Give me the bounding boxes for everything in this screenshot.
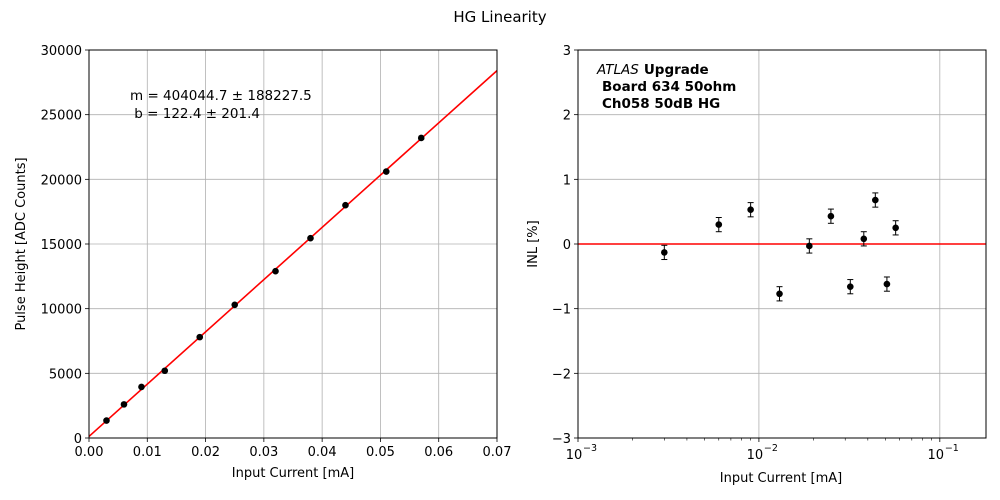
grid	[88, 49, 498, 439]
data-point	[307, 234, 314, 242]
x-tick-label: 0.06	[424, 445, 453, 460]
atlas-label-bold: Upgrade	[644, 62, 709, 78]
data-point	[661, 249, 668, 256]
x-tick-exponent: −3	[583, 443, 597, 454]
fit-annotation-line-2: b = 122.4 ± 201.4	[130, 106, 260, 122]
y-tick-label: 1	[563, 173, 571, 188]
y-tick-label: 20000	[41, 173, 82, 188]
y-tick-label: 0	[74, 432, 82, 447]
data-point	[846, 283, 854, 290]
data-point	[161, 367, 169, 375]
data-point	[776, 290, 783, 298]
linearity-plot: 0.00 0.01 0.02 0.03 0.04 0.05 0.06 0.07 0 5000 100…	[14, 44, 511, 481]
atlas-label-line-2: Board 634 50ohm	[602, 79, 736, 95]
x-tick-label: 0.00	[75, 445, 104, 460]
x-tick-label: 10	[747, 448, 764, 463]
fit-line	[88, 70, 498, 438]
atlas-label-italic: ATLAS	[596, 62, 639, 78]
y-axis-label: INL [%]	[526, 220, 541, 267]
x-tick-exponent: −2	[764, 443, 778, 454]
x-tick-label: 10	[566, 448, 583, 463]
data-point	[860, 235, 868, 243]
x-tick-label: 0.04	[308, 445, 337, 460]
y-tick-label: −1	[552, 303, 571, 318]
data-point	[342, 201, 349, 209]
data-point	[872, 196, 879, 204]
x-tick-label: 0.01	[133, 445, 162, 460]
x-tick-label: 10	[928, 448, 945, 463]
fit-annotation-line-1: m = 404044.7 ± 188227.5	[130, 88, 312, 104]
y-tick-label: −3	[552, 432, 571, 447]
y-tick-label: 2	[563, 109, 571, 124]
x-tick-label: 0.07	[483, 445, 512, 460]
x-tick-exponent: −1	[945, 443, 959, 454]
x-tick-label: 0.05	[366, 445, 395, 460]
y-axis-label: Pulse Height [ADC Counts]	[14, 157, 29, 330]
y-tick-label: 30000	[41, 44, 82, 59]
y-tick-label: 10000	[41, 303, 82, 318]
data-point	[138, 383, 145, 391]
data-point	[120, 401, 128, 408]
data-point	[827, 212, 835, 220]
plot-marks	[88, 70, 498, 438]
data-point	[892, 224, 899, 232]
data-point	[806, 242, 813, 250]
figure-title: HG Linearity	[453, 8, 546, 26]
y-tick-label: 0	[563, 238, 571, 253]
data-point	[231, 301, 239, 309]
data-point	[747, 206, 754, 214]
y-tick-label: 15000	[41, 238, 82, 253]
y-tick-label: −2	[552, 367, 571, 382]
data-point	[417, 134, 425, 142]
y-tick-label: 25000	[41, 109, 82, 124]
atlas-label-line-1: ATLAS Upgrade	[596, 62, 709, 78]
data-point	[103, 417, 110, 424]
y-tick-label: 5000	[49, 367, 82, 382]
atlas-label-line-3: Ch058 50dB HG	[602, 96, 720, 112]
y-tick-label: 3	[563, 44, 571, 59]
data-point	[196, 333, 204, 341]
x-tick-label: 0.02	[191, 445, 220, 460]
axis-ticks: 0.00 0.01 0.02 0.03 0.04 0.05 0.06 0.07 0 5000 100…	[41, 44, 512, 460]
data-point	[715, 221, 723, 228]
x-tick-label: 0.03	[249, 445, 278, 460]
plot-marks	[578, 192, 986, 302]
data-point	[382, 168, 390, 175]
x-axis-label: Input Current [mA]	[720, 471, 842, 486]
x-axis-label: Input Current [mA]	[232, 466, 354, 481]
data-point	[272, 267, 279, 275]
data-point	[883, 280, 891, 288]
